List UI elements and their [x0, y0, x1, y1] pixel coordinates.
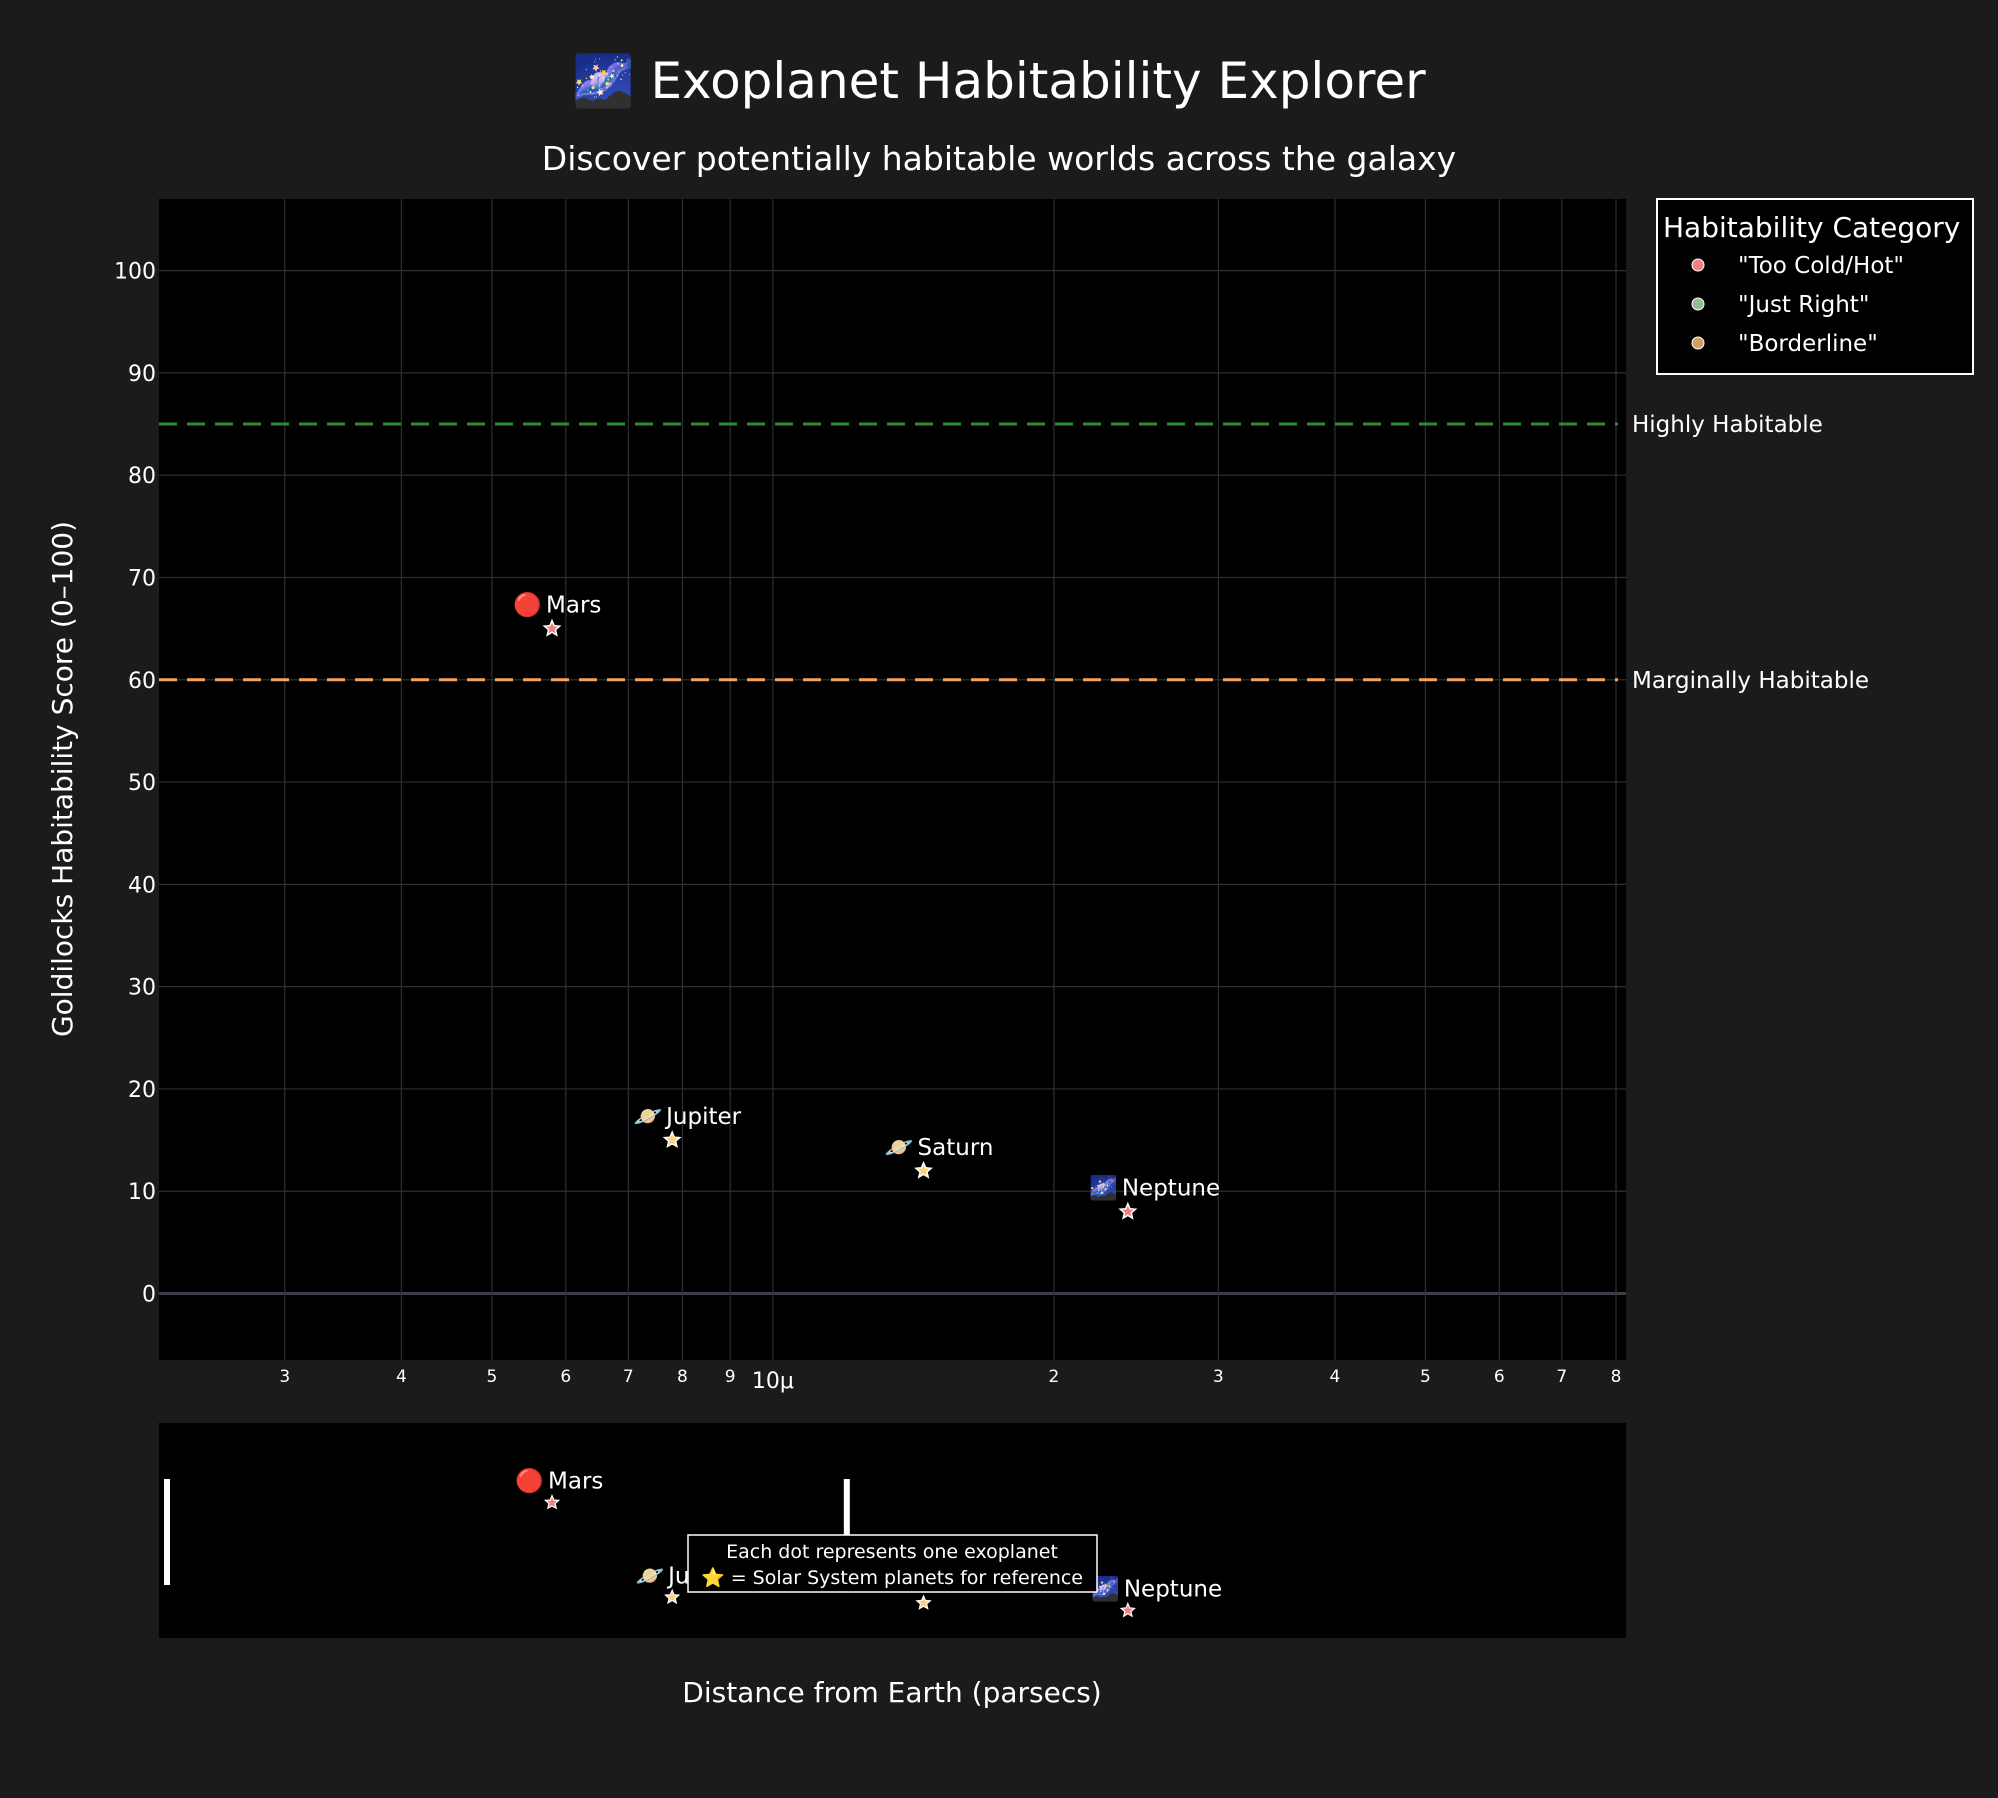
chart-title: 🌌 Exoplanet Habitability Explorer [572, 52, 1426, 110]
x-tick-label: 3 [279, 1367, 290, 1387]
reference-lines: Highly Habitable Marginally Habitable [159, 412, 1869, 694]
reference-line-label: Highly Habitable [1632, 412, 1823, 438]
planet-star-marker [1118, 1201, 1138, 1220]
planet-star-marker [662, 1130, 682, 1149]
legend-item-label: "Borderline" [1738, 331, 1878, 357]
legend-marker [1691, 258, 1705, 272]
x-tick-label: 8 [677, 1367, 688, 1387]
y-tick-label: 50 [128, 771, 156, 796]
planet-label: Neptune [1122, 1176, 1220, 1202]
y-ticks: 0 10 20 30 40 50 60 70 80 90 100 [114, 260, 156, 1308]
x-ticks: 3 4 5 6 7 8 9 10μ 2 3 4 5 6 7 8 [279, 1367, 1621, 1394]
slider-planet-label: Mars [548, 1469, 603, 1495]
x-tick-label: 6 [560, 1367, 571, 1387]
legend-item-label: "Too Cold/Hot" [1738, 253, 1904, 279]
planet-label: Mars [546, 593, 601, 619]
range-handle-right [843, 1479, 850, 1585]
x-tick-label: 4 [1330, 1367, 1341, 1387]
legend-marker [1691, 336, 1705, 350]
x-tick-label: 4 [396, 1367, 407, 1387]
y-axis-title: Goldilocks Habitability Score (0–100) [46, 521, 79, 1037]
planet-icon: 🌌 [1089, 1175, 1118, 1202]
annotation-line-2: ⭐ = Solar System planets for reference [701, 1566, 1083, 1589]
planet-icon: 🪐 [885, 1135, 914, 1161]
x-axis-title: Distance from Earth (parsecs) [682, 1676, 1101, 1709]
planet-star-marker [914, 1160, 933, 1179]
slider-star-marker [915, 1594, 932, 1610]
legend: Habitability Category "Too Cold/Hot" "Jus… [1656, 198, 1974, 375]
slider-planet-icon: 🔴 [515, 1468, 544, 1495]
annotation-line-1: Each dot represents one exoplanet [726, 1541, 1058, 1563]
range-handle-left [164, 1479, 170, 1585]
x-tick-label: 7 [623, 1367, 634, 1387]
slider-planet-icon: 🪐 [636, 1563, 665, 1589]
y-tick-label: 20 [128, 1078, 156, 1103]
x-tick-label: 5 [1420, 1367, 1431, 1387]
slider-star-marker [1119, 1601, 1136, 1618]
legend-box [1656, 198, 1974, 375]
planet-icon: 🔴 [513, 592, 542, 619]
legend-title: Habitability Category [1663, 211, 1960, 244]
chart-subtitle: Discover potentially habitable worlds ac… [542, 139, 1456, 178]
planet-label: Jupiter [664, 1104, 742, 1130]
x-tick-label: 5 [486, 1367, 497, 1387]
plot-area[interactable] [159, 199, 1626, 1360]
reference-line-label: Marginally Habitable [1632, 668, 1869, 694]
y-tick-label: 40 [128, 873, 156, 898]
x-tick-label: 6 [1494, 1367, 1505, 1387]
y-tick-label: 80 [128, 464, 156, 489]
y-tick-label: 10 [128, 1180, 156, 1205]
y-tick-label: 90 [128, 362, 156, 387]
slider-planet-label: Neptune [1124, 1577, 1222, 1603]
planet-icon: 🪐 [634, 1104, 663, 1130]
x-tick-label: 3 [1213, 1367, 1224, 1387]
slider-star-marker [664, 1588, 681, 1605]
y-tick-label: 70 [128, 566, 156, 591]
range-slider[interactable] [159, 1423, 1626, 1638]
planet-label: Saturn [918, 1135, 994, 1161]
x-tick-label: 7 [1556, 1367, 1567, 1387]
slider-star-marker [543, 1494, 561, 1510]
x-tick-label: 8 [1611, 1367, 1622, 1387]
y-tick-label: 100 [114, 260, 156, 285]
x-tick-label: 9 [725, 1367, 736, 1387]
x-tick-label: 10μ [752, 1369, 794, 1394]
planet-star-marker [542, 618, 562, 637]
legend-marker [1691, 297, 1705, 311]
legend-item-label: "Just Right" [1738, 292, 1869, 318]
annotation-box: Each dot represents one exoplanet ⭐ = So… [687, 1534, 1098, 1593]
y-tick-label: 60 [128, 669, 156, 694]
x-tick-label: 2 [1049, 1367, 1060, 1387]
y-tick-label: 0 [142, 1283, 156, 1308]
y-tick-label: 30 [128, 976, 156, 1001]
data-points: 🔴 Mars🪐 Jupiter🪐 Saturn🌌 Neptune [513, 592, 1220, 1220]
